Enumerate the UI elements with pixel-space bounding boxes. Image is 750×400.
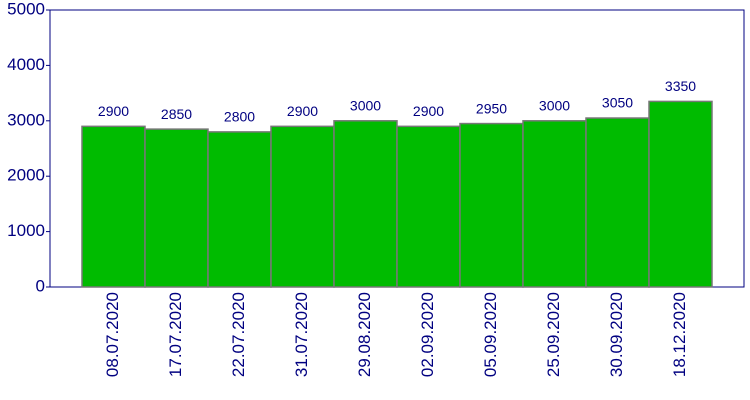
bar xyxy=(81,125,146,288)
value-label: 3050 xyxy=(602,95,633,111)
x-tick-label: 05.09.2020 xyxy=(481,292,500,377)
bar xyxy=(648,100,713,288)
value-label: 2900 xyxy=(413,103,444,119)
x-tick-label: 08.07.2020 xyxy=(103,292,122,377)
x-tick-label: 31.07.2020 xyxy=(292,292,311,377)
bar xyxy=(333,120,398,288)
bar xyxy=(270,125,335,288)
y-tick-label: 1000 xyxy=(7,221,45,240)
value-label: 2950 xyxy=(476,100,507,116)
x-tick-label: 25.09.2020 xyxy=(544,292,563,377)
x-tick-label: 17.07.2020 xyxy=(166,292,185,377)
value-label: 2800 xyxy=(224,109,255,125)
value-label: 2900 xyxy=(287,103,318,119)
bar xyxy=(144,128,209,288)
y-tick-label: 4000 xyxy=(7,55,45,74)
x-tick-label: 22.07.2020 xyxy=(229,292,248,377)
x-tick-label: 29.08.2020 xyxy=(355,292,374,377)
y-tick-label: 2000 xyxy=(7,166,45,185)
bar xyxy=(522,120,587,288)
x-tick-label: 30.09.2020 xyxy=(607,292,626,377)
bar xyxy=(585,117,650,288)
y-tick-label: 0 xyxy=(36,276,45,295)
y-tick-label: 3000 xyxy=(7,110,45,129)
value-label: 2850 xyxy=(161,106,192,122)
value-label: 3000 xyxy=(539,98,570,114)
bar xyxy=(207,131,272,288)
x-tick-label: 18.12.2020 xyxy=(670,292,689,377)
bar xyxy=(396,125,461,288)
bar xyxy=(459,122,524,288)
y-tick-label: 5000 xyxy=(7,0,45,18)
x-tick-label: 02.09.2020 xyxy=(418,292,437,377)
value-label: 3350 xyxy=(665,78,696,94)
value-label: 2900 xyxy=(98,103,129,119)
value-label: 3000 xyxy=(350,98,381,114)
